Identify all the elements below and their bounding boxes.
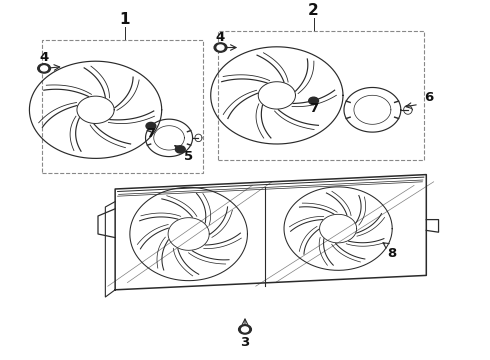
Text: 7: 7 xyxy=(309,102,318,114)
Text: 7: 7 xyxy=(147,127,155,140)
Circle shape xyxy=(175,146,185,153)
Text: 2: 2 xyxy=(308,3,319,18)
Text: 1: 1 xyxy=(120,12,130,27)
Circle shape xyxy=(217,45,224,50)
Text: 5: 5 xyxy=(184,150,193,163)
Circle shape xyxy=(38,64,50,73)
Circle shape xyxy=(41,66,48,71)
Circle shape xyxy=(214,43,227,52)
Circle shape xyxy=(239,325,251,334)
Text: 4: 4 xyxy=(216,31,225,44)
Text: 8: 8 xyxy=(388,247,396,260)
Circle shape xyxy=(146,122,156,130)
Text: 4: 4 xyxy=(40,51,49,64)
Bar xyxy=(42,40,203,173)
Circle shape xyxy=(242,327,248,332)
Text: 6: 6 xyxy=(424,91,433,104)
Bar xyxy=(218,31,424,160)
Circle shape xyxy=(309,97,318,104)
Text: 3: 3 xyxy=(241,336,249,349)
